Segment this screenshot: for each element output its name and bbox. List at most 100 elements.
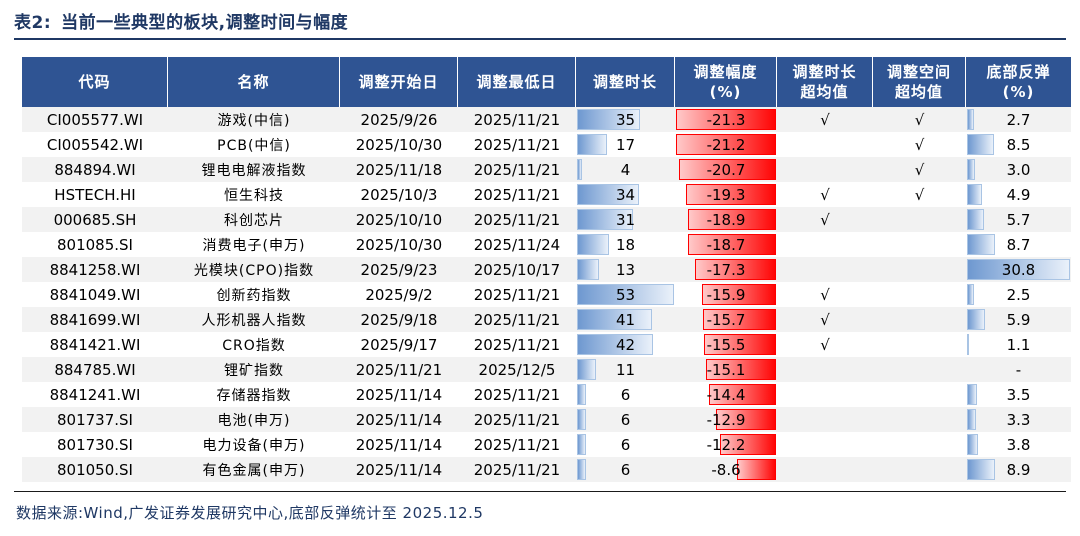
cell-rebound: 8.7: [966, 232, 1071, 257]
table-row: 8841049.WI 创新药指数 2025/9/2 2025/11/21 53 -15.9…: [22, 282, 1071, 307]
cell-lowest-date: 2025/11/21: [473, 210, 561, 229]
cell-lowest-date: 2025/11/21: [473, 285, 561, 304]
blue-data-bar: [577, 134, 607, 155]
cell-duration: 41: [576, 307, 675, 332]
cell-name: 科创芯片: [224, 212, 284, 229]
table-row: 8841699.WI 人形机器人指数 2025/9/18 2025/11/21 41 -1…: [22, 307, 1071, 332]
cell-over-avg-space: [873, 407, 966, 432]
cell-name: 电力设备(申万): [202, 437, 306, 454]
red-data-bar: [676, 134, 776, 155]
source-note: 数据来源:Wind,广发证券发展研究中心,底部反弹统计至 2025.12.5: [16, 504, 484, 522]
cell-rebound: 2.7: [966, 107, 1071, 132]
column-header: 调整开始日: [340, 57, 458, 107]
cell-magnitude: -21.3: [675, 107, 777, 132]
footer-divider: [14, 491, 1066, 492]
red-data-bar: [678, 159, 776, 180]
cell-rebound: 30.8: [966, 257, 1071, 282]
cell-rebound: 8.9: [966, 457, 1071, 482]
cell-start-date: 2025/11/14: [355, 410, 443, 429]
cell-code: 884785.WI: [54, 360, 136, 379]
blue-data-bar: [577, 184, 639, 205]
cell-over-avg-space: [873, 332, 966, 357]
cell-rebound: 2.5: [966, 282, 1071, 307]
figure-title: 表2: 当前一些典型的板块,调整时间与幅度: [14, 8, 348, 33]
cell-code: 801730.SI: [57, 435, 133, 454]
cell-magnitude: -15.7: [675, 307, 777, 332]
cell-duration: 6: [576, 382, 675, 407]
cell-code: 8841049.WI: [49, 285, 141, 304]
cell-start-date: 2025/11/21: [355, 360, 443, 379]
red-data-bar: [687, 209, 776, 230]
cell-over-avg-space: [873, 207, 966, 232]
cell-magnitude: -14.4: [675, 382, 777, 407]
blue-data-bar: [577, 334, 654, 355]
cell-name: 恒生科技: [224, 187, 284, 204]
cell-over-avg-space: [873, 307, 966, 332]
cell-magnitude: -15.9: [675, 282, 777, 307]
cell-name: 光模块(CPO)指数: [193, 262, 315, 279]
cell-code: CI005577.WI: [46, 110, 144, 129]
cell-magnitude: -15.1: [675, 357, 777, 382]
table-row: 801737.SI 电池(申万) 2025/11/14 2025/11/21 6 -12.…: [22, 407, 1071, 432]
column-header: 名称: [168, 57, 340, 107]
red-data-bar: [701, 284, 776, 305]
table-row: 8841241.WI 存储器指数 2025/11/14 2025/11/21 6 -14.…: [22, 382, 1071, 407]
cell-code: 8841241.WI: [49, 385, 141, 404]
red-data-bar: [702, 309, 776, 330]
table-row: 801085.SI 消费电子(申万) 2025/10/30 2025/11/24 18-…: [22, 232, 1071, 257]
cell-over-avg-space: [873, 257, 966, 282]
blue-data-bar: [577, 109, 641, 130]
column-header: 调整幅度 (%): [675, 57, 777, 107]
cell-lowest-date: 2025/11/21: [473, 410, 561, 429]
table-header-row: 代码 名称 调整开始日 调整最低日 调整时长 调整幅度 (%) 调整时长 超均值 调整空间 超…: [22, 57, 1071, 107]
cell-over-avg-space: √: [914, 185, 925, 204]
blue-data-bar: [967, 309, 986, 330]
column-header: 调整最低日: [458, 57, 576, 107]
blue-data-bar: [577, 209, 633, 230]
cell-start-date: 2025/10/30: [355, 235, 443, 254]
cell-start-date: 2025/11/18: [355, 160, 443, 179]
cell-start-date: 2025/11/14: [355, 435, 443, 454]
blue-data-bar: [967, 334, 969, 355]
cell-code: 884894.WI: [54, 160, 136, 179]
blue-data-bar: [967, 259, 1070, 280]
cell-over-avg-duration: [777, 232, 873, 257]
cell-over-avg-duration: [777, 357, 873, 382]
blue-data-bar: [577, 459, 587, 480]
cell-start-date: 2025/9/2: [365, 285, 433, 304]
cell-lowest-date: 2025/11/24: [473, 235, 561, 254]
column-header: 调整时长: [576, 57, 675, 107]
blue-data-bar: [967, 284, 974, 305]
title-underline: [14, 38, 1066, 40]
blue-data-bar: [577, 259, 600, 280]
cell-over-avg-duration: [777, 382, 873, 407]
cell-start-date: 2025/10/10: [355, 210, 443, 229]
cell-duration: 34: [576, 182, 675, 207]
cell-magnitude: -18.9: [675, 207, 777, 232]
cell-name: 电池(申万): [217, 412, 291, 429]
blue-data-bar: [577, 384, 587, 405]
cell-duration: 4: [576, 157, 675, 182]
cell-code: 801050.SI: [57, 460, 133, 479]
red-data-bar: [676, 109, 776, 130]
blue-data-bar: [577, 409, 587, 430]
cell-rebound: 8.5: [966, 132, 1071, 157]
cell-magnitude: -12.9: [675, 407, 777, 432]
cell-over-avg-duration: [777, 257, 873, 282]
cell-code: CI005542.WI: [46, 135, 144, 154]
table-row: 000685.SH 科创芯片 2025/10/10 2025/11/21 31 -18.9…: [22, 207, 1071, 232]
cell-code: 8841258.WI: [49, 260, 141, 279]
cell-over-avg-space: [873, 432, 966, 457]
cell-magnitude: -19.3: [675, 182, 777, 207]
cell-rebound: 3.0: [966, 157, 1071, 182]
cell-code: 000685.SH: [53, 210, 137, 229]
blue-data-bar: [967, 159, 976, 180]
cell-lowest-date: 2025/11/21: [473, 460, 561, 479]
blue-data-bar: [577, 309, 652, 330]
blue-data-bar: [967, 459, 996, 480]
cell-over-avg-space: √: [914, 110, 925, 129]
cell-rebound: -: [1015, 360, 1022, 379]
cell-over-avg-duration: √: [820, 210, 830, 229]
blue-data-bar: [577, 284, 674, 305]
blue-data-bar: [967, 109, 975, 130]
